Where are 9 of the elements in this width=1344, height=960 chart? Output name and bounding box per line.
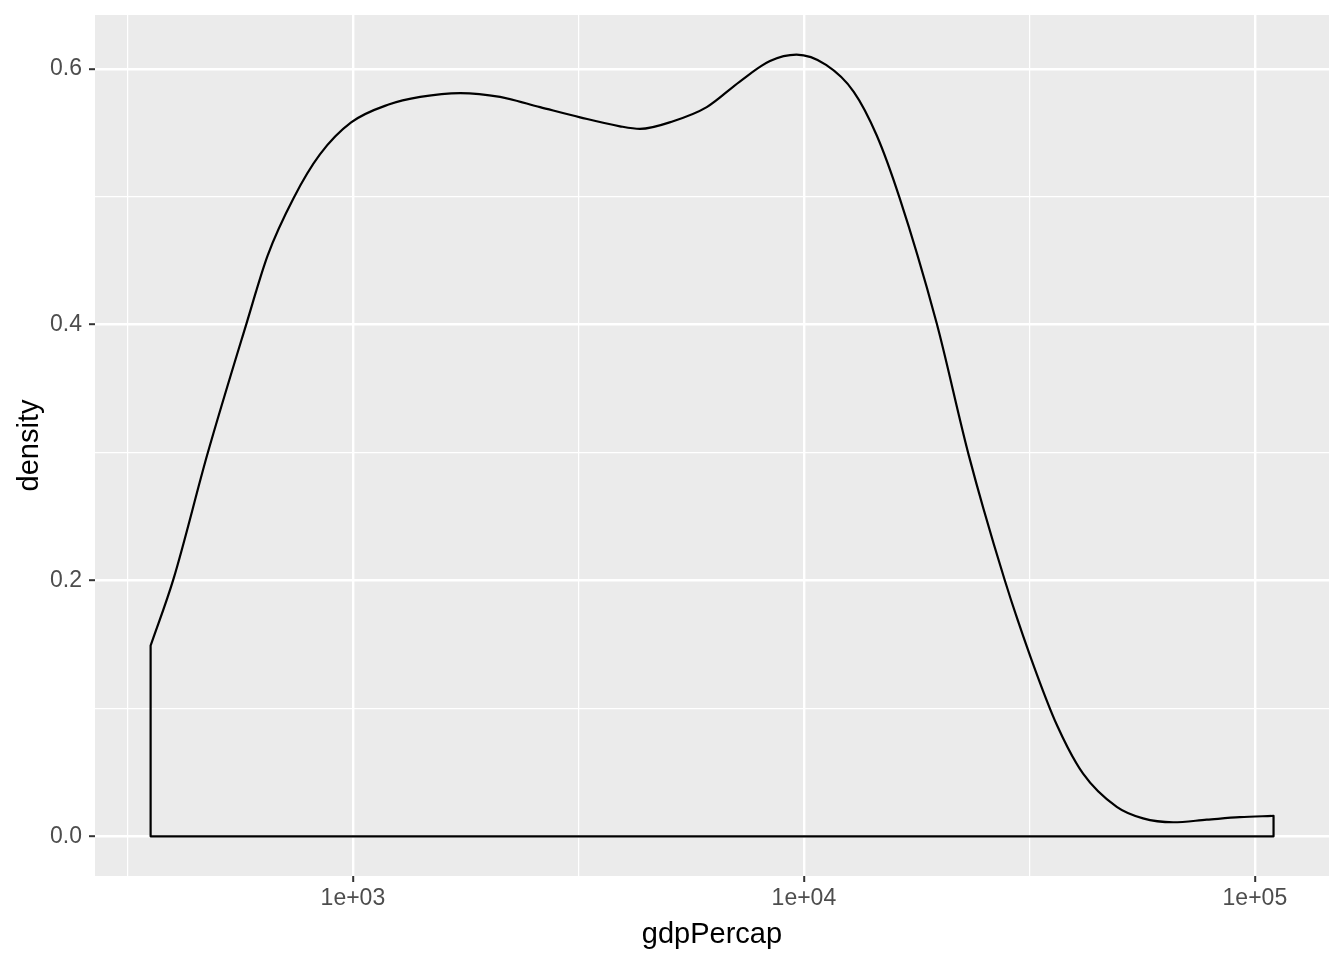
y-tick-label: 0.2 bbox=[50, 565, 82, 592]
y-axis-title: density bbox=[12, 399, 45, 492]
x-tick-label: 1e+03 bbox=[320, 884, 386, 911]
x-tick-label: 1e+05 bbox=[1222, 884, 1288, 911]
y-tick-label: 0.4 bbox=[50, 309, 83, 336]
y-tick-label: 0.0 bbox=[50, 821, 82, 848]
y-tick-label: 0.6 bbox=[50, 54, 82, 81]
x-axis-title: gdpPercap bbox=[641, 916, 783, 949]
x-tick-label: 1e+04 bbox=[771, 884, 837, 911]
